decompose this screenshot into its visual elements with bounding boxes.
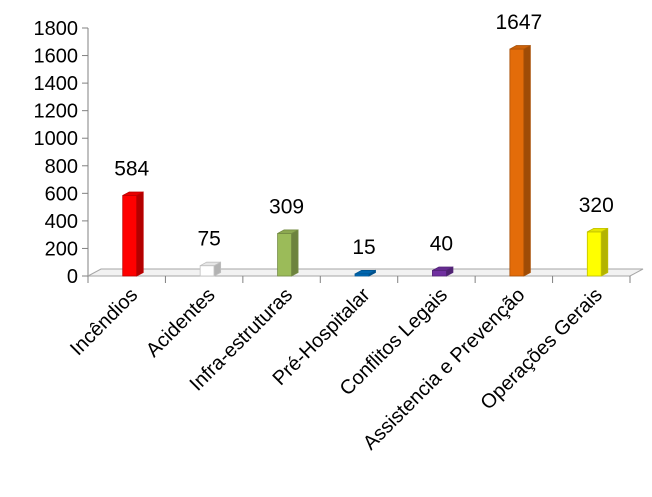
- bar-side: [523, 44, 531, 277]
- bar-side: [136, 191, 144, 277]
- x-axis: Incêndios AcidentesInfra-estruturasPré-Ho…: [66, 276, 631, 454]
- y-axis: 0 200 400 600 800 1000 1200 1400 1600 1800: [34, 18, 89, 288]
- y-tick-label: 1000: [34, 128, 79, 150]
- bar-top: [354, 270, 376, 275]
- x-tick-label: Acidentes: [142, 284, 220, 362]
- bar-value-label: 1647: [495, 11, 542, 34]
- y-tick-label: 0: [67, 266, 78, 288]
- bar-top: [277, 229, 299, 234]
- x-tick-label: Assistencia e Prevenção: [359, 284, 529, 454]
- bar: [432, 266, 454, 277]
- bar-value-label: 320: [579, 194, 614, 217]
- x-tick-label: Incêndios: [66, 284, 142, 360]
- bar-front: [509, 48, 525, 277]
- bar-value-label: 309: [269, 195, 304, 218]
- y-tick-label: 1200: [34, 101, 79, 123]
- bar: [509, 44, 531, 277]
- bar-front: [277, 233, 292, 277]
- bars: 584 75 309 15 40 1647 320: [114, 11, 614, 277]
- y-tick-label: 1600: [34, 46, 79, 68]
- bar-top: [587, 228, 608, 233]
- bar-top: [199, 261, 221, 267]
- y-tick-label: 1800: [34, 18, 79, 40]
- bar-side: [600, 227, 609, 277]
- bar-value-label: 75: [197, 228, 220, 251]
- bar: [586, 227, 609, 277]
- bar-front: [432, 270, 447, 277]
- y-tick-label: 800: [45, 156, 78, 178]
- bar-value-label: 40: [430, 232, 453, 255]
- y-tick-label: 1400: [34, 73, 79, 95]
- bar: [199, 261, 222, 277]
- y-tick-label: 200: [45, 238, 78, 260]
- bar-top: [509, 45, 531, 50]
- bar-top: [122, 191, 144, 196]
- bar: [277, 229, 299, 277]
- bar: [122, 191, 144, 277]
- bar-front: [122, 195, 138, 277]
- y-tick-label: 600: [45, 183, 78, 205]
- bar-front: [199, 265, 215, 277]
- y-tick-label: 400: [45, 211, 78, 233]
- bar-side: [291, 229, 299, 277]
- bar-value-label: 15: [352, 236, 375, 259]
- bar-front: [586, 231, 602, 277]
- bar-value-label: 584: [114, 158, 149, 181]
- bar-top: [432, 266, 454, 271]
- bar: [354, 269, 376, 277]
